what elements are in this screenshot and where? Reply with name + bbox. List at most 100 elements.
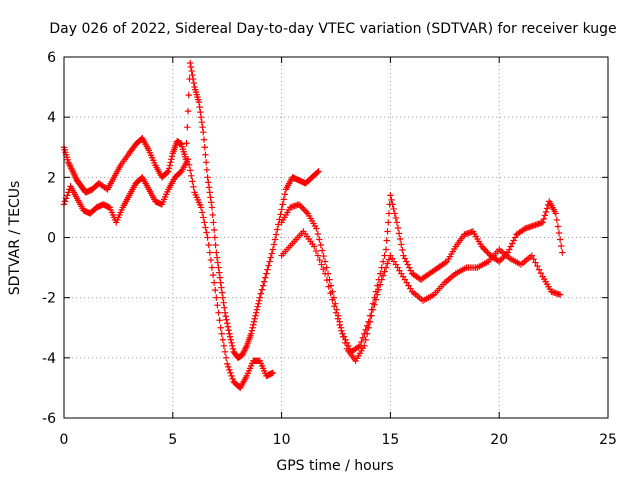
data-point — [212, 286, 219, 294]
data-point — [355, 343, 362, 351]
data-point — [202, 159, 210, 166]
data-point — [274, 226, 281, 233]
data-point — [204, 234, 211, 241]
data-point — [396, 235, 404, 243]
data-point — [221, 348, 229, 356]
data-point — [506, 246, 513, 253]
data-point — [325, 283, 332, 290]
data-point — [61, 198, 69, 205]
data-point — [371, 301, 378, 308]
data-point — [497, 256, 504, 264]
data-point — [252, 312, 259, 319]
data-point — [241, 347, 248, 354]
data-point — [218, 284, 225, 291]
data-point — [389, 201, 396, 208]
data-point — [334, 315, 342, 322]
data-point — [281, 191, 289, 198]
x-axis-label: GPS time / hours — [276, 458, 393, 474]
data-point — [200, 136, 208, 143]
data-point — [65, 160, 73, 167]
data-point — [275, 221, 282, 228]
data-point — [511, 234, 519, 241]
data-point — [208, 199, 215, 206]
data-point — [215, 309, 222, 316]
data-point — [220, 299, 227, 306]
data-point — [361, 342, 368, 349]
data-point — [68, 166, 76, 174]
data-point — [400, 252, 407, 259]
data-point — [168, 156, 175, 163]
y-tick-label: 6 — [47, 50, 56, 66]
x-tick-label: 15 — [381, 432, 399, 448]
data-point — [248, 327, 256, 334]
data-point — [189, 178, 196, 185]
data-point — [184, 107, 192, 115]
data-point — [385, 219, 392, 226]
data-point — [321, 258, 329, 265]
data-point — [211, 234, 219, 241]
data-point — [220, 342, 228, 349]
data-point — [377, 281, 384, 288]
data-point — [313, 225, 320, 232]
data-point — [68, 165, 75, 172]
data-point — [542, 208, 550, 216]
data-point — [484, 249, 491, 256]
data-point — [318, 261, 325, 268]
data-point — [189, 71, 196, 79]
data-point — [255, 300, 262, 307]
data-point — [297, 202, 304, 210]
data-point — [227, 369, 234, 377]
data-point — [271, 236, 279, 243]
data-point — [369, 300, 377, 307]
data-point — [387, 192, 394, 199]
data-point — [258, 286, 266, 293]
data-point — [218, 289, 226, 296]
data-point — [249, 324, 256, 331]
data-point — [323, 264, 330, 271]
data-point — [540, 215, 548, 223]
data-point — [311, 243, 318, 250]
data-point — [229, 375, 236, 383]
data-point — [200, 214, 207, 221]
data-point — [167, 159, 174, 166]
data-point — [555, 229, 563, 237]
data-point — [317, 241, 324, 249]
data-point — [221, 309, 229, 316]
data-point — [166, 162, 174, 169]
data-point — [168, 153, 176, 160]
data-point — [184, 123, 191, 131]
data-point — [202, 224, 209, 231]
data-point — [224, 323, 232, 330]
data-point — [295, 201, 303, 208]
y-tick-label: 2 — [47, 170, 56, 186]
data-point — [314, 252, 322, 259]
data-point — [381, 268, 388, 275]
data-point — [257, 290, 265, 297]
data-point — [69, 168, 76, 175]
data-point — [226, 366, 233, 374]
data-point — [251, 315, 258, 322]
data-point — [64, 192, 71, 199]
data-point — [219, 336, 227, 343]
data-point — [72, 174, 79, 181]
data-point — [272, 231, 280, 238]
data-point — [385, 256, 393, 263]
data-point — [298, 204, 306, 211]
data-point — [393, 219, 401, 226]
data-point — [383, 237, 390, 244]
data-point — [372, 296, 380, 303]
data-point — [188, 172, 195, 180]
data-point — [203, 229, 210, 236]
data-point — [195, 98, 203, 106]
data-point — [224, 320, 231, 327]
data-point — [206, 249, 213, 256]
data-point — [369, 306, 377, 313]
data-point — [314, 230, 322, 238]
data-point — [381, 252, 388, 259]
data-point — [209, 271, 217, 279]
data-point — [185, 161, 193, 168]
data-point — [218, 330, 225, 337]
data-point — [217, 324, 224, 331]
data-point — [196, 103, 203, 111]
data-point — [205, 184, 213, 191]
